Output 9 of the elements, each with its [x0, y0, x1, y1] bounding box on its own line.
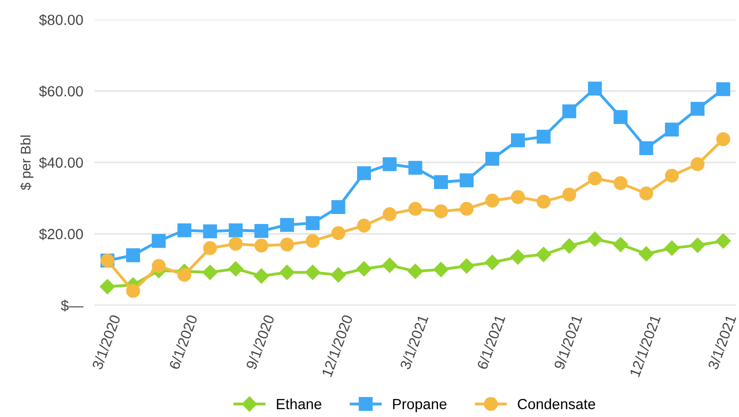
y-tick-label: $— — [60, 300, 84, 312]
legend-label: Propane — [393, 399, 446, 412]
y-tick-label: $80.00 — [39, 14, 83, 26]
legend-label: Condensate — [518, 398, 596, 410]
legend-label: Ethane — [276, 398, 322, 410]
y-tick-label: $20.00 — [39, 228, 83, 240]
y-tick-label: $60.00 — [39, 86, 83, 98]
y-axis-title: $ per Bbl — [20, 136, 34, 190]
y-tick-label: $40.00 — [39, 156, 83, 169]
